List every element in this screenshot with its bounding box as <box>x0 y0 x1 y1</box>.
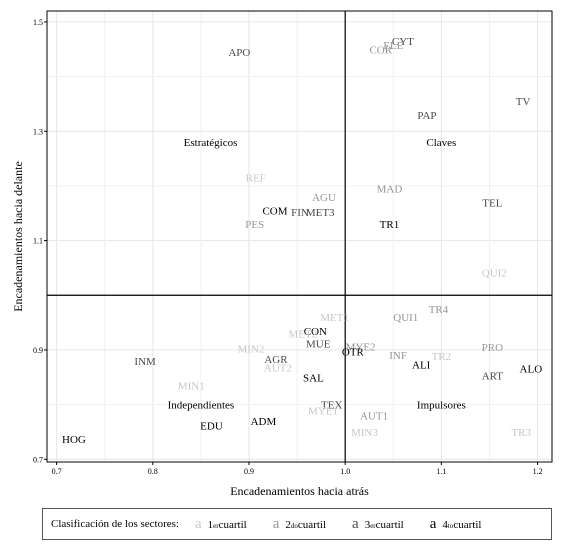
data-point-label: MET2 <box>288 329 317 341</box>
x-tick-label: 1.0 <box>340 467 350 476</box>
plot-frame <box>46 10 553 463</box>
legend-num-q4: 4 <box>442 518 448 531</box>
data-point-label: MIN1 <box>178 380 205 392</box>
y-tick-label: 1.1 <box>33 237 43 246</box>
data-point-label: MET3 <box>306 207 335 219</box>
data-point-label: AUT1 <box>360 411 388 423</box>
quadrant-label: Estratégicos <box>184 137 238 149</box>
quadrant-label: Independientes <box>168 400 235 412</box>
legend-glyph-q2: a <box>272 515 280 532</box>
plot-area <box>47 11 552 462</box>
data-point-label: TR2 <box>432 351 452 363</box>
data-point-label: QUI2 <box>482 267 507 279</box>
legend-sup-q1: er <box>213 521 219 530</box>
data-point-label: MUE <box>306 338 331 350</box>
data-point-label: TEL <box>482 197 502 209</box>
data-point-label: AGU <box>312 192 336 204</box>
data-point-label: INM <box>134 356 156 368</box>
legend-word-q1: cuartil <box>218 518 247 531</box>
quadrant-label: Impulsores <box>417 400 466 412</box>
legend-entry-q3: a 3 er cuartil <box>352 516 404 533</box>
legend-glyph-q1: a <box>195 515 202 532</box>
x-axis-label: Encadenamientos hacia atrás <box>230 484 369 498</box>
y-tick-label: 0.9 <box>33 346 43 355</box>
legend-num-q3: 3 <box>364 518 371 531</box>
data-point-label: EDU <box>200 420 223 432</box>
data-point-label: MAD <box>377 184 403 196</box>
x-tick-label: 0.9 <box>244 467 254 476</box>
data-point-label: MYE1 <box>308 406 338 418</box>
x-tick-label: 0.8 <box>148 467 158 476</box>
x-tick-label: 1.1 <box>436 467 446 476</box>
legend-word-q4: cuartil <box>453 518 482 531</box>
legend-title: Clasificación de los sectores: <box>51 518 179 530</box>
legend-entry-q2: a 2 do cuartil <box>273 516 326 533</box>
x-tick-label: 1.2 <box>533 467 543 476</box>
data-point-label: TR3 <box>511 427 531 439</box>
quadrant-label: Claves <box>426 137 456 149</box>
legend-entry-q4: a 4 to cuartil <box>430 516 482 533</box>
legend-entry-q1: a 1 er cuartil <box>195 516 247 533</box>
legend-word-q2: cuartil <box>297 518 327 531</box>
legend-sup-q4: to <box>447 521 454 530</box>
scatter-chart: 0.7 0.8 0.9 1.0 1.1 1.2 0.7 0.9 1.1 1.3 1.5 Encaden… <box>11 10 553 498</box>
y-tick-label: 1.5 <box>33 18 43 27</box>
data-point-label: PAP <box>417 110 436 122</box>
data-point-label: QUI1 <box>393 312 418 324</box>
data-point-label: TEX <box>321 400 342 412</box>
data-point-label: TR1 <box>380 219 400 231</box>
legend-glyph-q4: a <box>429 515 437 532</box>
legend-glyph-q3: a <box>352 515 359 532</box>
y-tick-label: 1.3 <box>33 127 43 136</box>
data-point-label: APO <box>228 47 250 59</box>
data-point-label: AUT2 <box>264 362 292 374</box>
data-point-label: TR4 <box>429 304 449 316</box>
data-point-label: ART <box>482 371 504 383</box>
data-point-label: FIN <box>291 207 309 219</box>
data-point-label: HOG <box>62 434 86 446</box>
data-point-label: ADM <box>251 416 277 428</box>
data-point-label: AGR <box>264 354 288 366</box>
data-point-label: SAL <box>303 372 324 384</box>
data-point-label: PRO <box>482 342 503 354</box>
data-point-label: COR <box>369 44 392 56</box>
data-point-label: MYE2 <box>346 342 376 354</box>
legend-num-q1: 1 <box>207 518 214 531</box>
data-point-label: COM <box>262 206 287 218</box>
x-tick-label: 0.7 <box>52 467 62 476</box>
data-point-label: INF <box>389 350 407 362</box>
legend: Clasificación de los sectores: a 1 er cua… <box>42 508 552 540</box>
data-point-label: CYT <box>392 36 414 48</box>
data-point-label: MIN2 <box>237 343 264 355</box>
data-point-label: PES <box>245 219 264 231</box>
legend-word-q3: cuartil <box>375 518 404 531</box>
data-point-label: ALO <box>520 364 543 376</box>
legend-sup-q2: do <box>290 521 298 530</box>
data-point-label: OTR <box>342 347 365 359</box>
data-point-label: CON <box>304 326 327 338</box>
legend-sup-q3: er <box>370 521 376 530</box>
y-tick-label: 0.7 <box>33 455 43 464</box>
data-point-label: MIN3 <box>351 427 378 439</box>
data-point-label: ELE <box>383 40 403 52</box>
data-point-label: MET1 <box>320 312 349 324</box>
data-point-label: TV <box>516 96 531 108</box>
legend-num-q2: 2 <box>285 518 291 531</box>
data-point-label: ALI <box>412 360 431 372</box>
data-point-label: REF <box>246 173 266 185</box>
y-axis-label: Encadenamientos hacia delante <box>11 161 25 312</box>
